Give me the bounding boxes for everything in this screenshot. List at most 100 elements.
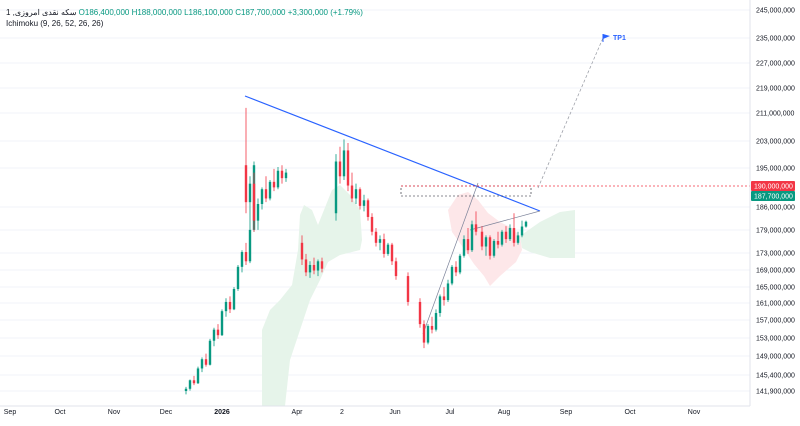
candle-body: [496, 240, 500, 245]
candle-body: [350, 185, 354, 199]
candle-body: [430, 325, 434, 330]
y-tick-label: 149,000,000: [756, 354, 795, 361]
price-label-text: 190,000,000: [754, 184, 793, 191]
x-tick-label: Dec: [160, 409, 173, 416]
candle-body: [216, 329, 220, 336]
candle-body: [316, 261, 320, 271]
candle-body: [196, 368, 200, 384]
candle-body: [220, 311, 224, 336]
y-tick-label: 165,000,000: [756, 285, 795, 292]
candle-body: [240, 252, 244, 267]
candle-body: [442, 296, 446, 301]
x-tick-label: Aug: [498, 409, 511, 416]
candle-body: [346, 150, 350, 186]
x-tick-label: Nov: [688, 409, 701, 416]
candle-body: [284, 172, 288, 179]
candle-body: [184, 388, 188, 391]
candle-body: [484, 237, 488, 247]
candle-body: [244, 252, 248, 262]
y-tick-label: 157,000,000: [756, 318, 795, 325]
candle-body: [512, 228, 516, 243]
candle-body: [378, 239, 382, 243]
candle-body: [520, 226, 524, 236]
ohlc-values: O186,400,000 H188,000,000 L186,100,000 C…: [78, 8, 363, 17]
indicator-label[interactable]: Ichimoku (9, 26, 52, 26, 26): [6, 19, 104, 28]
y-tick-label: 245,000,000: [756, 8, 795, 15]
candle-body: [188, 380, 192, 389]
chart-drawings: [244, 37, 750, 335]
candle-body: [500, 231, 504, 245]
candle-body: [358, 189, 362, 206]
price-labels: 190,000,000 187,700,000: [751, 181, 795, 201]
y-tick-label: 169,000,000: [756, 268, 795, 275]
x-tick-label: Sep: [560, 409, 573, 416]
y-tick-label: 211,000,000: [756, 111, 795, 118]
ichimoku-clouds: [262, 185, 575, 406]
candle-body: [470, 224, 474, 251]
last-price-label: [751, 191, 795, 201]
y-tick-label: 173,000,000: [756, 251, 795, 258]
candle-body: [232, 289, 236, 310]
candle-body: [228, 301, 232, 310]
candle-body: [488, 237, 492, 256]
y-tick-label: 161,000,000: [756, 301, 795, 308]
y-tick-label: 145,400,000: [756, 373, 795, 380]
candle-body: [192, 380, 196, 384]
candle-body: [236, 266, 240, 290]
descending-trendline: [244, 95, 541, 212]
candle-body: [492, 240, 496, 256]
candle-body: [308, 264, 312, 273]
chart-legend: 1 ,سکه نقدی امروزی O186,400,000 H188,000…: [6, 7, 363, 29]
y-tick-label: 235,000,000: [756, 36, 795, 43]
y-tick-label: 153,000,000: [756, 336, 795, 343]
candle-body: [248, 229, 252, 262]
y-tick-label: 227,000,000: [756, 61, 795, 68]
candle-body: [304, 259, 308, 273]
candle-body: [334, 161, 338, 214]
projection-line: [537, 37, 604, 189]
candle-body: [480, 231, 484, 247]
candle-body: [260, 189, 264, 205]
candle-body: [338, 161, 342, 177]
candle-body: [466, 239, 470, 251]
symbol-name: 1 ,سکه نقدی امروزی: [6, 8, 77, 17]
candle-body: [382, 239, 386, 254]
candle-body: [256, 204, 260, 221]
candle-body: [252, 183, 256, 221]
x-tick-label: 2026: [214, 409, 230, 416]
chart-grid: [0, 9, 750, 392]
level-price-label: [751, 181, 795, 191]
x-tick-label: Oct: [625, 409, 636, 416]
candle-body: [450, 266, 454, 284]
candle-body: [268, 181, 272, 199]
candle-body: [276, 170, 280, 188]
candle-body: [370, 216, 374, 232]
candle-body: [374, 231, 378, 243]
candle-body: [272, 181, 276, 188]
candle-body: [200, 359, 204, 369]
x-tick-label: Nov: [108, 409, 121, 416]
candle-body: [208, 340, 212, 365]
x-tick-label: Jun: [389, 409, 400, 416]
candle-body: [312, 264, 316, 271]
candle-body: [224, 301, 228, 312]
y-tick-label: 203,000,000: [756, 139, 795, 146]
candle-body: [362, 200, 366, 206]
ichimoku-cloud-bull-future: [520, 210, 575, 258]
candle-body: [204, 359, 208, 365]
price-label-text: 187,700,000: [754, 194, 793, 201]
rising-trendline: [422, 182, 479, 335]
flag-icon: [603, 34, 610, 39]
candle-body: [454, 266, 458, 273]
candle-body: [212, 329, 216, 341]
chart-annotations: TP1: [602, 34, 626, 42]
ichimoku-cloud-bull: [262, 185, 362, 406]
candle-body: [474, 224, 478, 232]
candle-body: [320, 261, 324, 269]
candle-body: [458, 255, 462, 273]
candle-body: [354, 189, 358, 199]
candle-body: [516, 235, 520, 243]
candle-body: [366, 200, 370, 217]
candle-body: [438, 296, 442, 314]
